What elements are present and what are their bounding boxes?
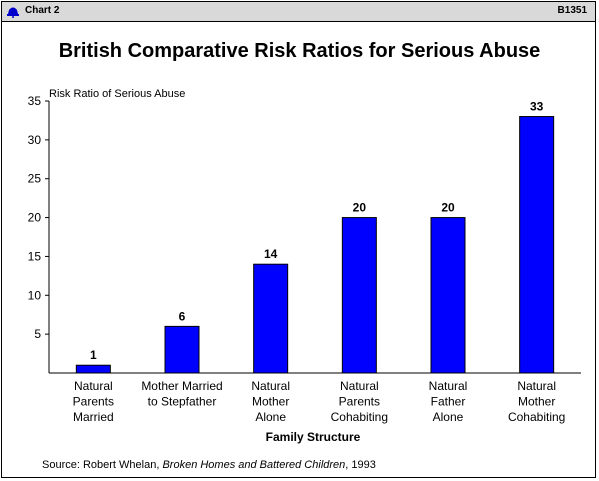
bar: [253, 263, 289, 374]
source-prefix: Source: Robert Whelan,: [42, 459, 163, 471]
data-label: 20: [441, 201, 455, 215]
x-tick-label: Natural: [340, 379, 379, 393]
bar: [430, 217, 466, 374]
x-tick-label: Father: [431, 395, 466, 409]
x-tick-label: Mother: [252, 395, 289, 409]
data-label: 20: [353, 201, 367, 215]
source-suffix: , 1993: [345, 459, 376, 471]
x-tick-label: Natural: [74, 379, 113, 393]
y-tick-label: 30: [28, 133, 42, 147]
y-tick-label: 35: [28, 94, 42, 108]
chart-title: British Comparative Risk Ratios for Seri…: [58, 40, 541, 62]
plot-area: 51015202530351NaturalParentsMarried6Moth…: [28, 94, 581, 424]
data-label: 33: [530, 100, 544, 114]
x-tick-label: Cohabiting: [331, 410, 388, 424]
x-tick-label: Alone: [433, 410, 464, 424]
data-label: 14: [264, 247, 278, 261]
x-tick-label: Parents: [73, 395, 114, 409]
x-axis-label: Family Structure: [266, 430, 361, 444]
data-label: 1: [90, 348, 97, 362]
y-axis-label: Risk Ratio of Serious Abuse: [49, 88, 185, 100]
x-tick-label: Married: [73, 410, 114, 424]
y-tick-label: 15: [28, 249, 42, 263]
x-tick-label: to Stepfather: [148, 395, 217, 409]
x-tick-label: Alone: [255, 410, 286, 424]
x-tick-label: Cohabiting: [508, 410, 565, 424]
bar: [519, 116, 555, 374]
chart-header: Chart 2 B1351: [2, 2, 595, 22]
x-tick-label: Natural: [429, 379, 468, 393]
data-label: 6: [179, 309, 186, 323]
x-tick-label: Natural: [517, 379, 556, 393]
bar: [75, 364, 111, 374]
y-tick-label: 10: [28, 288, 42, 302]
y-tick-label: 20: [28, 211, 42, 225]
y-tick-label: 5: [34, 327, 41, 341]
source-book-title: Broken Homes and Battered Children: [162, 459, 346, 471]
bar: [164, 325, 200, 374]
bell-icon: [7, 7, 19, 18]
x-tick-label: Mother Married: [141, 379, 222, 393]
chart-number: Chart 2: [25, 5, 60, 16]
source-note: Source: Robert Whelan, Broken Homes and …: [42, 459, 376, 471]
x-tick-label: Natural: [251, 379, 290, 393]
y-tick-label: 25: [28, 172, 42, 186]
bar: [341, 217, 377, 374]
x-tick-label: Parents: [339, 395, 380, 409]
chart-code: B1351: [557, 5, 587, 16]
x-tick-label: Mother: [518, 395, 555, 409]
